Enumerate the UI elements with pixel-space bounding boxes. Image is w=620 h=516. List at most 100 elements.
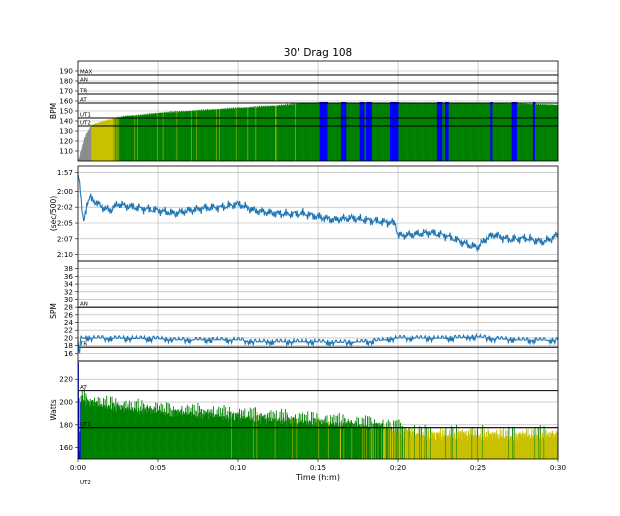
hr-bar [436, 102, 438, 161]
power-bar [177, 412, 179, 459]
power-bar [247, 415, 249, 459]
hr-bar [93, 123, 95, 161]
power-bar [418, 436, 420, 459]
hr-bar [507, 104, 509, 161]
hr-bar [528, 103, 530, 161]
power-bar [294, 422, 295, 459]
power-bar [319, 420, 321, 459]
hr-bar [134, 115, 135, 161]
power-bar [303, 420, 305, 459]
power-bar [505, 429, 507, 459]
hr-bar [256, 107, 258, 161]
power-bar [102, 407, 103, 459]
y-axis-label: SPM [49, 303, 58, 319]
hr-bar [355, 103, 357, 161]
power-bar [137, 398, 139, 459]
hr-bar [208, 109, 210, 161]
power-bar [376, 423, 378, 459]
y-tick-label: 24 [64, 318, 74, 327]
power-bar [108, 404, 110, 459]
power-bar [302, 412, 303, 459]
hr-bar [426, 102, 428, 161]
power-bar [252, 415, 254, 459]
power-bar [84, 406, 86, 459]
hr-bar [494, 103, 496, 161]
power-bar [218, 406, 220, 459]
power-bar [147, 406, 149, 459]
hr-bar [382, 102, 383, 161]
hr-bar [318, 102, 320, 161]
power-bar [322, 419, 324, 459]
hr-bar [316, 102, 318, 161]
power-bar [477, 437, 479, 459]
power-bar [214, 416, 215, 459]
hr-bar [383, 103, 384, 161]
hr-bar [392, 102, 394, 161]
hr-bar [97, 122, 99, 161]
hr-bar [165, 112, 167, 161]
power-bar [256, 421, 258, 459]
hr-bar [323, 102, 325, 161]
hr-bar [111, 118, 113, 161]
power-bar [196, 418, 198, 459]
hr-bar [260, 106, 262, 161]
power-bar [404, 427, 406, 459]
power-bar [198, 413, 199, 459]
power-bar [255, 407, 256, 459]
hr-bar [369, 102, 371, 161]
hr-bar [80, 150, 82, 161]
y-tick-label: 150 [59, 107, 73, 116]
hr-bar [152, 114, 154, 161]
power-bar [421, 436, 423, 459]
hr-bar [84, 137, 86, 161]
hr-bar [364, 103, 366, 161]
hr-bar [163, 112, 165, 161]
hr-bar [312, 102, 314, 161]
power-bar [234, 420, 236, 459]
power-bar [227, 411, 229, 459]
power-bar [399, 429, 400, 459]
power-bar [268, 417, 270, 459]
y-tick-label: 20 [64, 333, 74, 342]
power-bar [286, 412, 288, 459]
power-bar [371, 429, 373, 459]
hr-bar [345, 102, 347, 161]
hr-bar [127, 116, 129, 161]
power-bar [326, 415, 328, 459]
hr-bar [145, 113, 147, 161]
power-bar [204, 410, 206, 459]
hr-bar [432, 103, 434, 161]
hr-bar [84, 137, 86, 161]
power-bar [453, 438, 455, 459]
hr-bar [515, 102, 517, 161]
hr-bar [360, 102, 362, 161]
power-bar [122, 405, 124, 459]
hr-bar [123, 116, 125, 161]
power-bar [536, 434, 538, 459]
hr-bar [482, 103, 484, 161]
hr-bar [303, 103, 304, 161]
hr-bar [164, 113, 166, 161]
power-bar [556, 432, 558, 459]
power-bar [547, 432, 549, 459]
power-bar [407, 429, 408, 459]
power-bar [448, 435, 450, 459]
hr-bar [96, 124, 98, 161]
power-bar [458, 432, 460, 459]
hr-bar [540, 104, 542, 161]
hr-bar [201, 110, 203, 161]
hr-bar [422, 103, 423, 161]
hr-bar [357, 103, 359, 161]
power-bar [157, 411, 159, 459]
hr-bar [376, 102, 378, 161]
hr-bar [366, 102, 367, 161]
hr-bar [126, 115, 128, 161]
hr-bar [545, 103, 547, 161]
power-bar [454, 433, 455, 459]
hr-bar [202, 110, 204, 161]
hr-bar [314, 103, 316, 161]
hr-bar [455, 103, 456, 161]
hr-bar [304, 102, 306, 161]
power-bar [495, 433, 497, 459]
power-bar [490, 434, 492, 459]
